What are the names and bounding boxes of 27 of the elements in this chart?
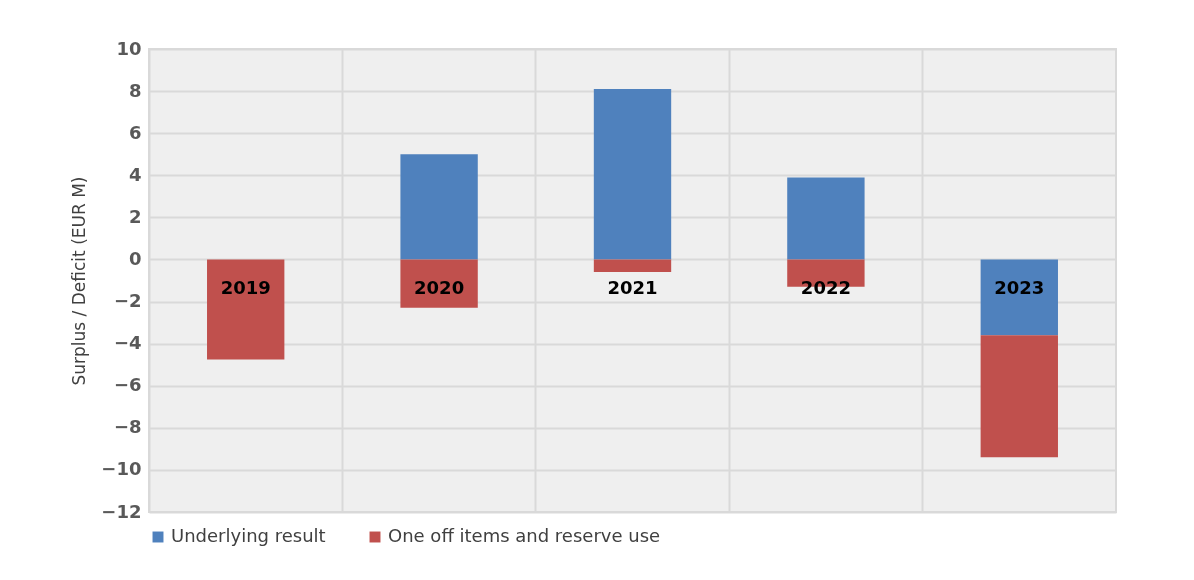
x-tick-label: 2020 — [414, 276, 465, 298]
legend-label: Underlying result — [171, 525, 326, 546]
bar — [593, 259, 672, 273]
bar — [400, 154, 478, 260]
y-tick-label: 4 — [128, 163, 142, 185]
y-tick-label: −2 — [113, 290, 142, 312]
bar — [593, 88, 672, 260]
y-tick-label: −6 — [113, 374, 142, 396]
y-tick-label: 8 — [128, 79, 142, 101]
bar — [980, 335, 1058, 458]
bar — [787, 177, 865, 260]
y-tick-label: 6 — [128, 121, 142, 143]
bar — [400, 259, 478, 308]
y-tick-label: 0 — [128, 247, 142, 269]
x-tick-label: 2023 — [994, 276, 1045, 298]
y-tick-label: −10 — [101, 458, 142, 480]
y-axis-title: Surplus / Deficit (EUR M) — [69, 176, 90, 386]
y-tick-label: 10 — [116, 37, 142, 59]
y-tick-label: −12 — [101, 500, 142, 522]
y-tick-label: 2 — [128, 205, 142, 227]
y-tick-label: −8 — [113, 416, 142, 438]
legend-label: One off items and reserve use — [388, 525, 661, 546]
x-tick-label: 2019 — [220, 276, 271, 298]
x-tick-label: 2021 — [607, 276, 658, 298]
bar — [207, 259, 285, 360]
y-tick-label: −4 — [113, 332, 142, 354]
bar — [980, 259, 1058, 336]
